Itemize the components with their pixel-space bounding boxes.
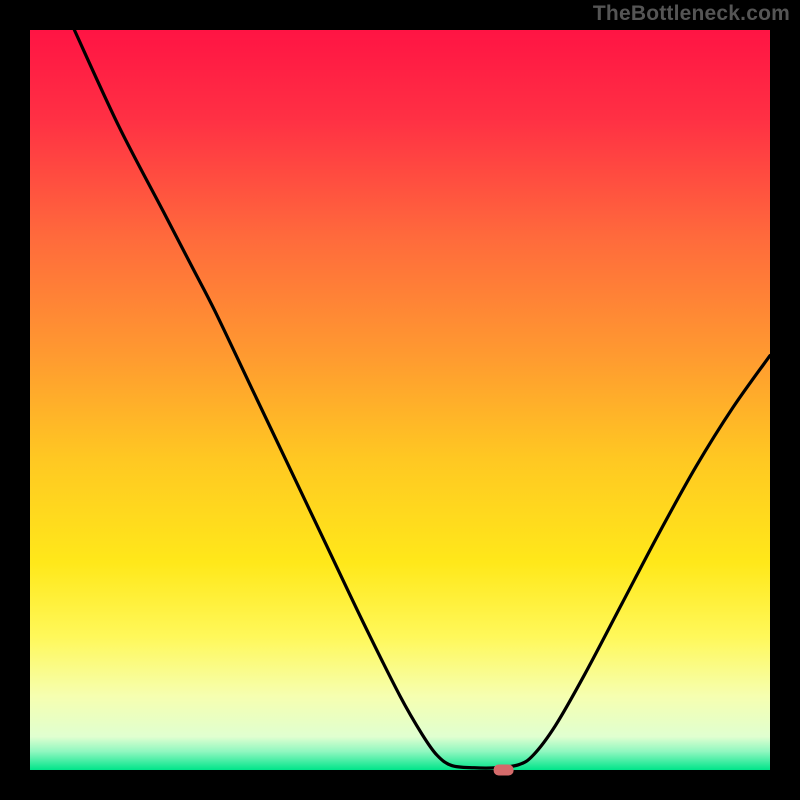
bottleneck-chart (0, 0, 800, 800)
plot-gradient-background (30, 30, 770, 770)
chart-stage: TheBottleneck.com (0, 0, 800, 800)
watermark-text: TheBottleneck.com (593, 2, 790, 26)
optimal-marker (494, 765, 514, 776)
